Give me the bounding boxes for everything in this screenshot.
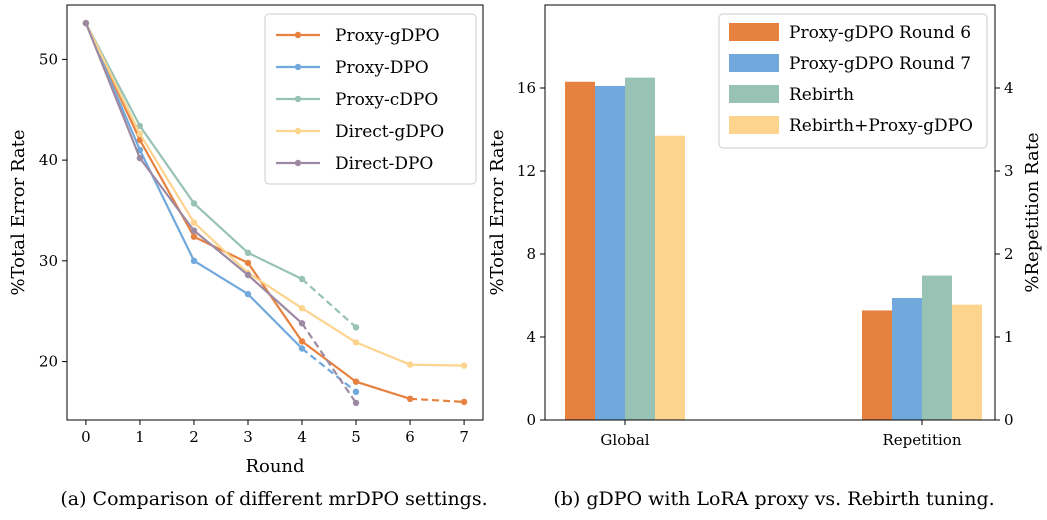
legend-label: Proxy-gDPO	[335, 26, 440, 46]
series-dashed-line-4	[301, 322, 357, 404]
line-chart-mrdpo-settings: 0 1 2 3 4 5 6 7 20 30 40 50 Round %Total Error Rate Pr…	[8, 4, 484, 477]
data-point-3-5	[352, 339, 360, 346]
data-point-0-5	[352, 378, 360, 385]
data-point-2-3	[244, 249, 252, 256]
y-axis-label: %Total Error Rate	[8, 129, 29, 295]
y-tick-label: 20	[39, 353, 58, 371]
y2-tick-label: 0	[1004, 411, 1014, 429]
data-point-4-0	[82, 19, 90, 27]
data-point-2-1	[136, 122, 144, 130]
data-point-2-4	[298, 275, 306, 283]
x-tick-label: 5	[351, 428, 361, 446]
x-tick-label: 2	[189, 428, 199, 446]
bar-repetition-0	[862, 310, 892, 420]
series-line-3	[84, 22, 465, 367]
legend-label: Proxy-cDPO	[335, 90, 438, 110]
y2-tick-label: 3	[1004, 162, 1014, 180]
x-axis-label: Round	[245, 456, 304, 477]
data-point-0-3	[244, 259, 252, 267]
y2-axis-label: %Repetition Rate	[1022, 132, 1043, 292]
x-tick-label: 4	[297, 428, 307, 446]
series-dashed-line-2	[301, 278, 357, 329]
data-point-2-5	[352, 324, 360, 331]
data-point-4-1	[136, 154, 144, 162]
data-point-0-7	[460, 398, 468, 406]
y-tick-label: 40	[39, 151, 58, 169]
data-point-4-5	[352, 399, 360, 407]
series-dashed-line-1	[301, 347, 357, 393]
data-point-3-6	[406, 361, 414, 368]
y-tick-label: 12	[517, 162, 536, 180]
x-tick-label: 3	[243, 428, 253, 446]
y-tick-label: 30	[39, 252, 58, 270]
legend-swatch-marker	[294, 63, 302, 71]
data-point-1-4	[298, 345, 306, 352]
y2-tick-label: 4	[1004, 79, 1014, 97]
y2-tick-label: 1	[1004, 328, 1014, 346]
legend-label: Proxy-gDPO Round 7	[789, 54, 971, 74]
y-tick-label: 4	[526, 328, 536, 346]
data-point-4-2	[190, 227, 198, 234]
x-tick-label: 0	[81, 428, 91, 446]
data-point-0-4	[298, 338, 306, 345]
caption-b: (b) gDPO with LoRA proxy vs. Rebirth tun…	[553, 488, 994, 510]
data-point-2-2	[190, 200, 198, 207]
legend-swatch	[729, 54, 779, 72]
plot-frame	[66, 4, 484, 421]
legend-box	[264, 13, 477, 185]
category-label: Global	[600, 431, 649, 449]
legend-swatch	[729, 23, 779, 41]
data-point-3-7	[460, 362, 468, 369]
legend-label: Proxy-gDPO Round 6	[789, 23, 971, 43]
legend-label: Direct-gDPO	[335, 122, 444, 142]
y-tick-label: 8	[526, 245, 536, 263]
legend-swatch-marker	[294, 31, 302, 39]
data-point-1-3	[244, 290, 252, 298]
y-tick-label: 16	[517, 79, 536, 97]
data-point-3-2	[190, 219, 198, 226]
legend-swatch-marker	[294, 127, 302, 135]
bar-global-1	[595, 85, 625, 421]
data-point-1-5	[352, 388, 360, 395]
data-point-3-1	[136, 130, 144, 138]
bar-global-2	[625, 77, 655, 420]
legend-label: Rebirth	[789, 85, 854, 105]
x-tick-label: 7	[459, 428, 469, 446]
data-point-1-2	[190, 257, 198, 264]
bar-repetition-1	[892, 297, 922, 420]
y2-tick-label: 2	[1004, 245, 1014, 263]
legend-swatch	[729, 85, 779, 103]
legend-label: Rebirth+Proxy-gDPO	[789, 116, 973, 136]
caption-a: (a) Comparison of different mrDPO settin…	[60, 488, 487, 510]
x-tick-label: 1	[135, 428, 145, 446]
category-label: Repetition	[883, 431, 962, 449]
data-point-4-4	[298, 320, 306, 327]
y-tick-label: 0	[526, 411, 536, 429]
legend-label: Proxy-DPO	[335, 58, 429, 78]
legend-box	[718, 13, 988, 149]
bar-repetition-3	[952, 304, 982, 420]
legend-label: Direct-DPO	[335, 154, 433, 174]
y-axis-label: %Total Error Rate	[487, 129, 508, 295]
bar-global-3	[655, 135, 685, 420]
bar-global-0	[565, 81, 595, 421]
x-tick-label: 6	[405, 428, 415, 446]
plot-frame	[544, 4, 996, 421]
series-dashed-line-0	[410, 397, 465, 403]
y-tick-label: 50	[39, 50, 58, 68]
legend-swatch-marker	[294, 95, 302, 103]
data-point-4-3	[244, 271, 252, 279]
legend-swatch	[729, 116, 779, 134]
legend-swatch-marker	[294, 159, 302, 167]
bar-repetition-2	[922, 275, 952, 420]
data-point-0-6	[406, 395, 414, 402]
data-point-3-4	[298, 305, 306, 312]
data-point-0-2	[190, 233, 198, 240]
